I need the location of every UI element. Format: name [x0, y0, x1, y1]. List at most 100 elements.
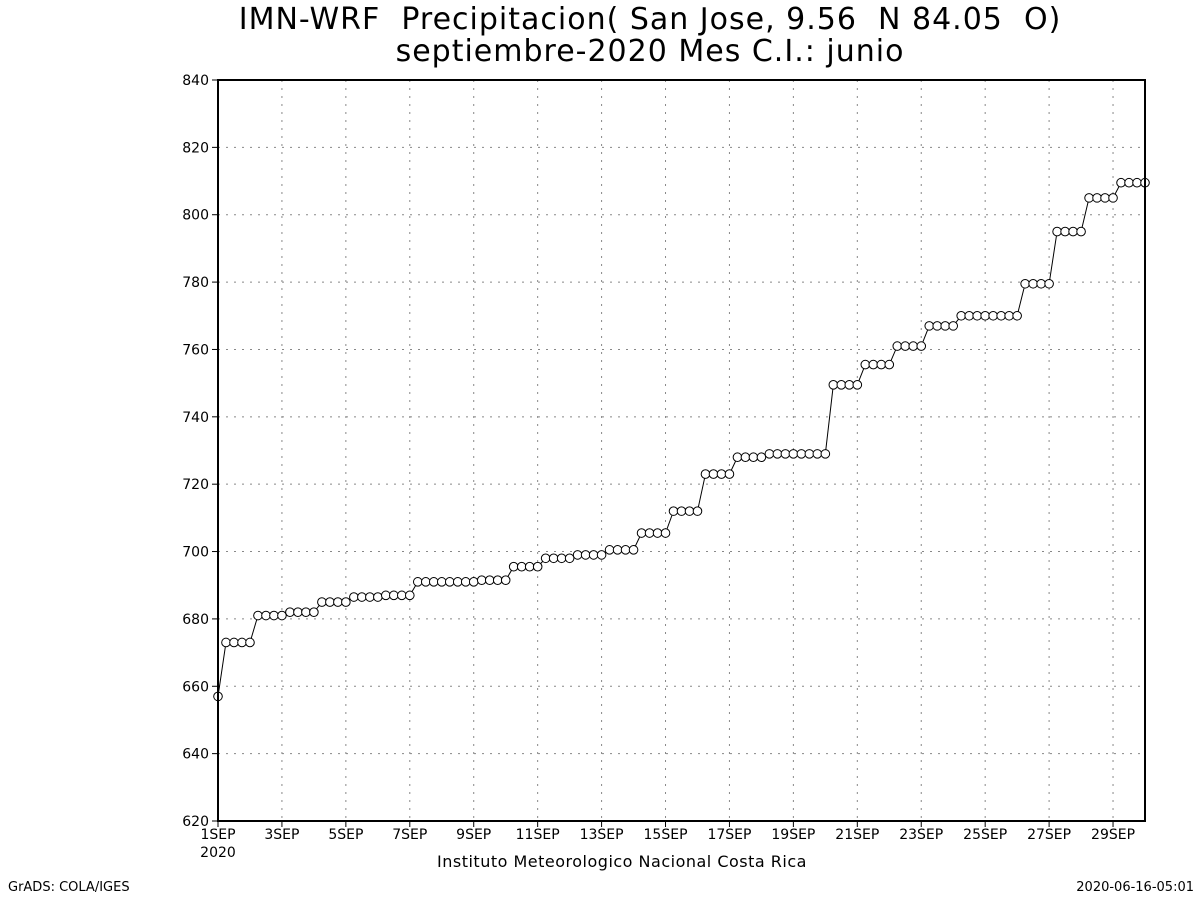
data-point	[588, 550, 599, 560]
data-point	[724, 469, 735, 479]
data-point	[604, 545, 615, 555]
x-tick-label: 15SEP	[644, 827, 688, 843]
data-point	[412, 577, 423, 587]
y-tick-label: 820	[182, 140, 209, 156]
data-point	[1100, 193, 1110, 203]
data-point	[876, 359, 887, 370]
chart-subtitle: septiembre-2020 Mes C.I.: junio	[395, 34, 905, 69]
y-tick-label: 840	[182, 73, 209, 89]
data-point	[325, 597, 335, 607]
data-point	[740, 452, 751, 463]
x-tick-label: 17SEP	[707, 827, 751, 843]
data-point	[253, 610, 263, 621]
data-point	[389, 590, 399, 601]
x-tick-label: 21SEP	[835, 827, 879, 843]
x-tick-label: 27SEP	[1027, 827, 1071, 843]
x-tick-label: 7SEP	[392, 827, 427, 843]
data-point	[676, 506, 687, 516]
x-axis: 1SEP 3SEP 5SEP 7SEP 9SEP 11SEP 13SEP 15SEP 17SEP…	[200, 821, 1135, 843]
data-point	[868, 359, 879, 370]
data-point	[540, 553, 551, 564]
data-point	[301, 607, 311, 617]
data-point	[548, 553, 559, 564]
data-point	[333, 597, 343, 607]
data-point	[309, 607, 319, 617]
timestamp: 2020-06-16-05:01	[1076, 880, 1194, 895]
data-point	[956, 310, 966, 321]
data-point	[692, 506, 703, 516]
data-point	[1028, 278, 1038, 289]
data-point	[684, 506, 695, 516]
data-point	[285, 607, 295, 617]
data-point	[620, 545, 631, 555]
data-point	[381, 590, 391, 601]
data-point	[964, 310, 974, 321]
data-point	[476, 575, 487, 585]
grid	[218, 80, 1145, 821]
data-point	[293, 607, 303, 617]
data-point	[764, 449, 775, 459]
data-point	[988, 310, 998, 321]
data-point	[229, 637, 239, 648]
data-point	[1012, 310, 1022, 321]
data-point	[1020, 278, 1030, 289]
data-point	[860, 359, 871, 370]
y-axis: 620 640 660 680 700 720 740 760 780 800 820 840	[182, 73, 218, 830]
data-point	[884, 359, 895, 370]
data-point	[852, 380, 863, 390]
data-point	[1036, 278, 1046, 289]
data-point	[341, 597, 351, 607]
data-point	[892, 341, 903, 351]
data-point	[1004, 310, 1014, 321]
data-point	[796, 449, 807, 459]
y-tick-label: 700	[182, 545, 209, 561]
data-point	[980, 310, 990, 321]
data-point	[277, 610, 287, 621]
data-point	[580, 550, 591, 560]
data-point	[468, 577, 479, 587]
data-point	[484, 575, 495, 585]
data-point	[572, 550, 583, 560]
data-point	[365, 592, 375, 602]
data-point	[812, 449, 823, 459]
data-point	[261, 610, 271, 621]
y-tick-label: 640	[182, 747, 209, 763]
data-point	[1052, 226, 1062, 237]
plot-frame	[217, 79, 1146, 822]
data-point	[916, 341, 927, 351]
data-point	[948, 321, 959, 331]
data-point	[636, 528, 647, 538]
data-point	[1116, 177, 1126, 188]
data-point	[756, 452, 767, 463]
y-tick-label: 780	[182, 275, 209, 291]
data-point	[1068, 226, 1078, 237]
y-tick-label: 740	[182, 410, 209, 426]
grads-credit: GrADS: COLA/IGES	[8, 880, 130, 895]
data-point	[716, 469, 727, 479]
data-point	[245, 637, 255, 648]
data-point	[788, 449, 799, 459]
data-point	[444, 577, 455, 587]
data-point	[1108, 193, 1118, 203]
data-point	[452, 577, 463, 587]
data-point	[748, 452, 759, 463]
data-point	[644, 528, 655, 538]
data-point	[460, 577, 471, 587]
data-point	[404, 590, 415, 601]
x-axis-year-label: 2020	[200, 845, 236, 861]
data-point	[708, 469, 719, 479]
series-line	[217, 182, 1145, 697]
data-point	[900, 341, 911, 351]
data-point	[804, 449, 815, 459]
data-point	[1044, 278, 1054, 289]
data-point	[349, 592, 359, 602]
x-tick-label: 13SEP	[580, 827, 624, 843]
data-point	[596, 550, 607, 560]
data-point	[532, 561, 543, 572]
y-tick-label: 680	[182, 612, 209, 628]
data-point	[996, 310, 1006, 321]
data-point	[820, 449, 831, 459]
data-point	[420, 577, 431, 587]
data-point	[628, 545, 639, 555]
